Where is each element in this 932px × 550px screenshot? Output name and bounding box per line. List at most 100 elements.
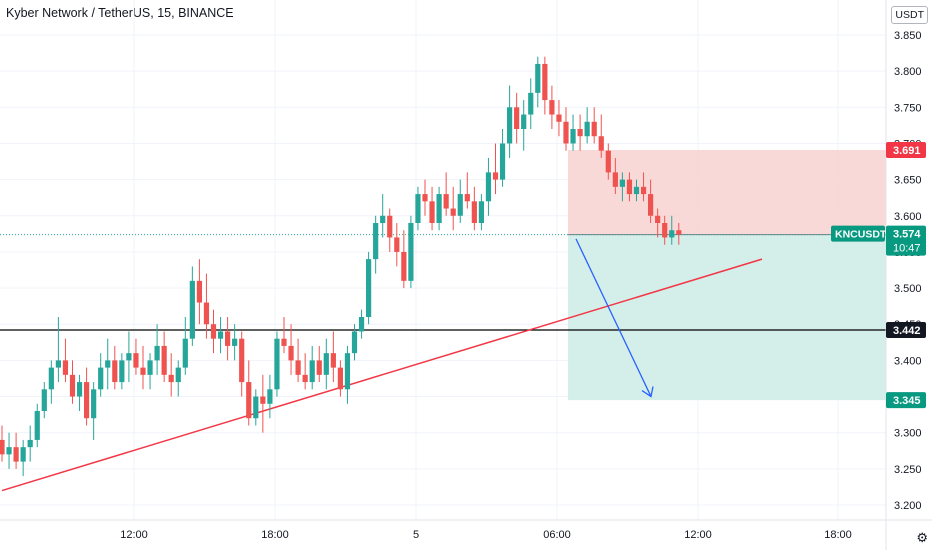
candle-body	[422, 194, 428, 202]
candle	[69, 360, 76, 404]
candle	[154, 324, 160, 375]
candle	[337, 360, 343, 397]
candle-body	[274, 338, 280, 390]
candle	[161, 331, 167, 383]
candle	[633, 179, 640, 202]
candle-body	[528, 92, 534, 115]
candle-body	[182, 338, 188, 368]
candle	[281, 317, 287, 354]
last-price-bg	[886, 225, 926, 256]
candle	[126, 331, 132, 383]
projection-arrow-head	[641, 386, 654, 398]
candle	[542, 56, 548, 115]
candle	[415, 186, 421, 231]
candle-body	[598, 136, 604, 151]
candle	[175, 360, 181, 397]
candle	[507, 85, 513, 158]
x-tick-label: 5	[413, 529, 419, 541]
candle-body	[358, 317, 365, 332]
candle-body	[302, 374, 308, 383]
candle	[225, 317, 231, 361]
candle-body	[415, 194, 421, 223]
price-label-bg	[886, 322, 926, 339]
candle-body	[366, 259, 372, 317]
candle	[443, 172, 449, 216]
position-zones	[568, 149, 886, 401]
candle	[478, 194, 484, 231]
candle-body	[20, 447, 26, 462]
candle	[253, 389, 259, 426]
candle-body	[485, 172, 492, 202]
price-label-bg	[886, 141, 926, 158]
candle	[147, 353, 153, 390]
candle-body	[521, 114, 527, 129]
candle	[182, 317, 188, 375]
candle	[471, 186, 477, 231]
candle-body	[471, 201, 477, 223]
candle	[62, 338, 69, 383]
stop-loss-zone	[568, 149, 886, 235]
candle	[119, 353, 125, 390]
candle-body	[140, 367, 146, 375]
candle	[464, 172, 470, 209]
candle	[619, 172, 625, 202]
drawn-lines	[0, 234, 886, 492]
y-tick-label: 3.750	[894, 102, 922, 114]
candle	[485, 157, 492, 216]
trendline	[1, 258, 763, 492]
candle-body	[91, 389, 97, 419]
x-tick-label: 12:00	[684, 529, 712, 541]
candle	[98, 353, 104, 397]
candle-body	[154, 345, 160, 361]
gear-icon[interactable]: ⚙	[916, 530, 928, 545]
candle	[27, 425, 33, 462]
candle-body	[344, 353, 351, 390]
candle-body	[676, 230, 682, 235]
currency-button[interactable]: USDT	[891, 6, 928, 24]
candle-body	[55, 360, 61, 368]
y-tick-label: 3.200	[894, 500, 922, 512]
candle-body	[457, 194, 463, 216]
candle-body	[175, 367, 181, 383]
candle-body	[373, 223, 379, 260]
candle	[133, 338, 139, 375]
candle	[394, 223, 400, 267]
symbol-tag: KNCUSDT	[835, 229, 887, 241]
candle	[535, 56, 541, 108]
candle-body	[662, 223, 668, 238]
candle-body	[98, 367, 104, 390]
candle	[316, 345, 322, 383]
candle	[570, 114, 576, 151]
countdown-timer: 10:47	[893, 243, 921, 255]
candle-body	[295, 360, 301, 375]
candle-body	[6, 447, 12, 455]
chart-title: Kyber Network / TetherUS, 15, BINANCE	[6, 6, 234, 20]
candle	[584, 107, 590, 144]
candle-body	[387, 215, 393, 238]
candle	[267, 374, 273, 419]
candle	[0, 425, 5, 462]
candle-body	[394, 237, 400, 252]
candle-body	[210, 324, 217, 339]
candle	[196, 259, 202, 325]
candle	[302, 353, 308, 390]
candle-body	[380, 215, 386, 223]
candle-body	[507, 107, 513, 144]
candle-body	[556, 114, 562, 122]
candle-body	[13, 447, 19, 462]
candle	[450, 186, 456, 231]
candle	[499, 129, 506, 187]
candle-body	[27, 439, 33, 448]
candle-body	[41, 389, 47, 411]
y-tick-label: 3.300	[894, 428, 922, 440]
candle-body	[76, 382, 83, 397]
candle	[105, 338, 111, 390]
candle-body	[119, 360, 125, 383]
candle	[366, 251, 372, 325]
candle-body	[126, 353, 132, 361]
candle	[514, 92, 520, 144]
candle-body	[577, 129, 583, 137]
candle-body	[563, 121, 569, 144]
candle	[655, 208, 661, 238]
